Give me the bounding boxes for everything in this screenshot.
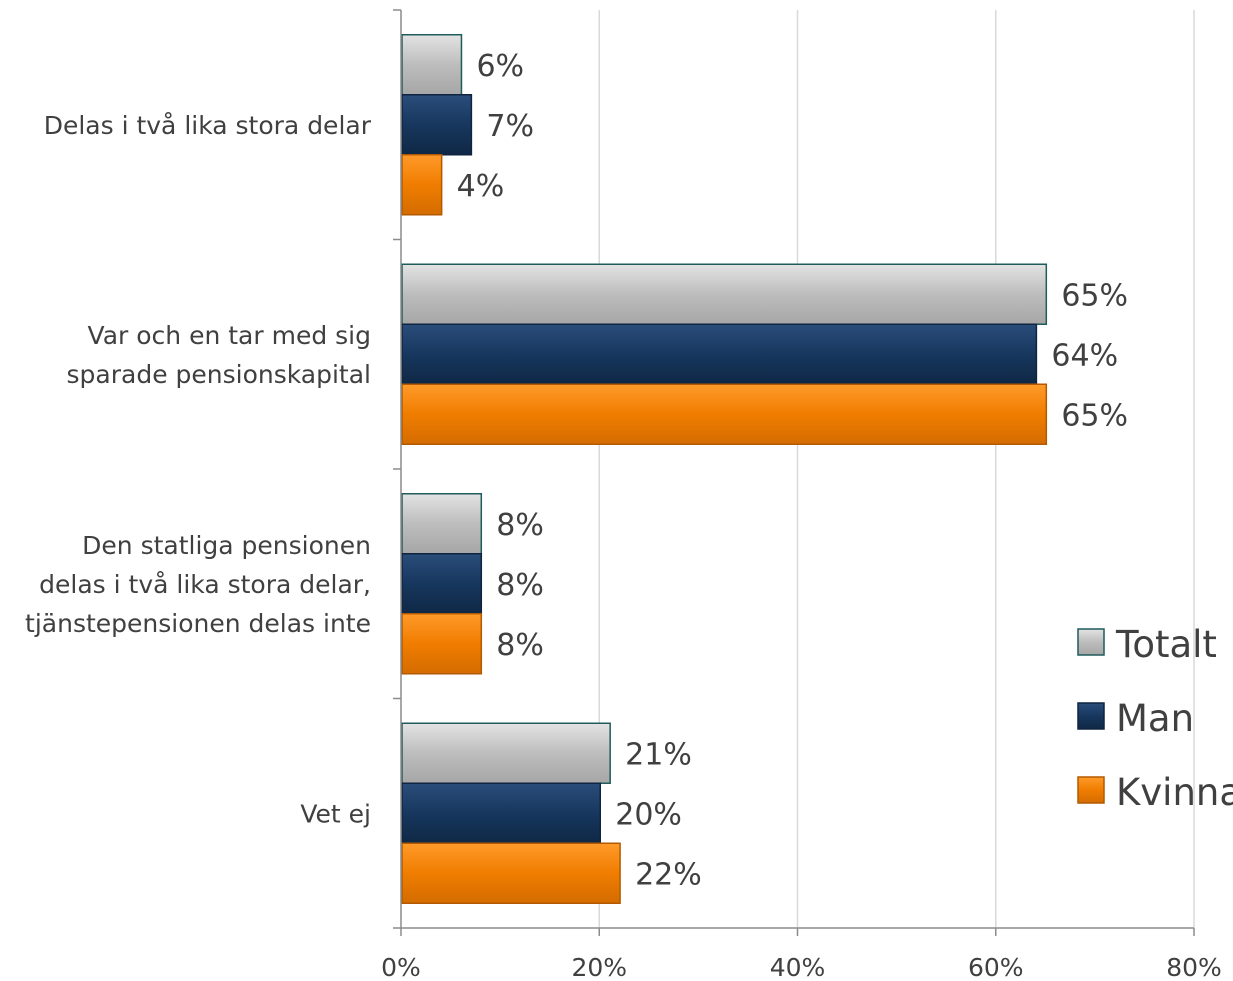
legend-swatch-totalt [1077, 628, 1105, 656]
category-label: delas i två lika stora delar, [39, 570, 371, 599]
value-label: 21% [625, 737, 692, 772]
legend-label: Man [1116, 697, 1194, 740]
value-label: 20% [615, 797, 682, 832]
bar-kvinna [401, 154, 443, 216]
legend-label: Kvinna [1116, 771, 1233, 814]
bar-man [401, 323, 1038, 385]
category-label: sparade pensionskapital [67, 360, 371, 389]
value-label: 7% [486, 109, 534, 144]
x-tick-label: 20% [571, 953, 627, 981]
value-label: 64% [1051, 338, 1118, 373]
category-label: Vet ej [300, 799, 371, 828]
bar-kvinna [401, 613, 483, 675]
x-tick-label: 80% [1166, 953, 1222, 981]
bar-kvinna [401, 842, 621, 904]
bar-totalt [401, 493, 483, 555]
category-label: tjänstepensionen delas inte [25, 609, 371, 638]
gridlines [598, 10, 1195, 928]
category-label: Delas i två lika stora delar [44, 111, 372, 140]
bar-totalt [401, 34, 463, 96]
x-tick-label: 60% [968, 953, 1024, 981]
x-tick-label: 40% [770, 953, 826, 981]
category-label: Var och en tar med sig [88, 321, 371, 350]
bar-kvinna [401, 383, 1048, 445]
value-label: 6% [476, 49, 524, 84]
legend-swatch-kvinna [1077, 776, 1105, 804]
value-label: 65% [1061, 278, 1128, 313]
value-label: 8% [496, 508, 544, 543]
bar-totalt [401, 722, 611, 784]
bar-totalt [401, 263, 1048, 325]
value-label: 4% [457, 169, 505, 204]
value-label: 8% [496, 628, 544, 663]
legend-label: Totalt [1115, 623, 1217, 666]
bar-man [401, 94, 473, 156]
axes [393, 9, 1195, 936]
bars [401, 34, 1048, 904]
category-label: Den statliga pensionen [82, 531, 371, 560]
bar-man [401, 782, 601, 844]
value-label: 8% [496, 568, 544, 603]
value-label: 65% [1061, 398, 1128, 433]
value-label: 22% [635, 857, 702, 892]
bar-man [401, 553, 483, 615]
x-tick-label: 0% [381, 953, 421, 981]
labels: 0% 20% 40% 60% 80% 6% 7% 4% Delas i två lika sto… [25, 49, 1222, 981]
legend: Totalt Man Kvinna [1077, 623, 1233, 814]
legend-swatch-man [1077, 702, 1105, 730]
